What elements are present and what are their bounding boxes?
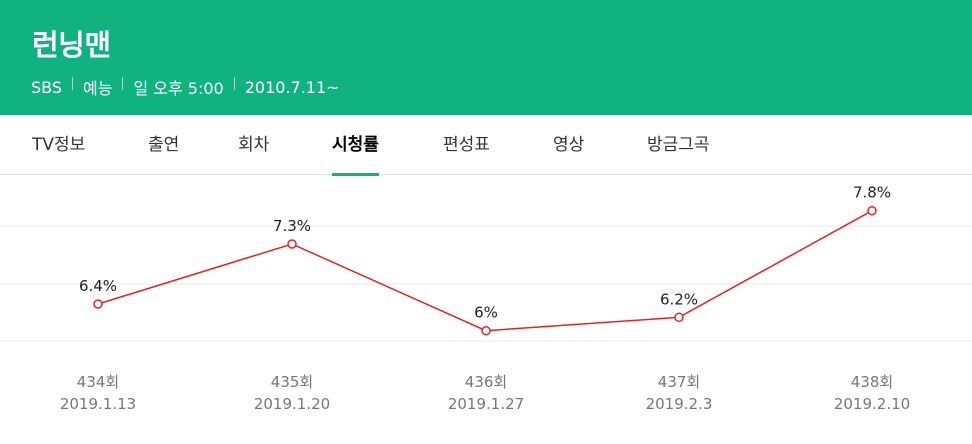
data-label: 7.8% [853, 184, 891, 202]
meta-genre: 예능 [83, 79, 113, 98]
ratings-chart-svg: 6.4% 434회 2019.1.13 7.3% 435회 2019.1.20 6% 436회… [0, 184, 972, 413]
x-tick-label: 437회 [658, 373, 700, 391]
ratings-chart: 6.4% 434회 2019.1.13 7.3% 435회 2019.1.20 6% 436회… [0, 176, 972, 444]
meta-separator [72, 76, 74, 90]
tab-ratings[interactable]: 시청률 [332, 115, 379, 176]
tab-tv-info[interactable]: TV정보 [32, 135, 86, 155]
tab-bar: TV정보 출연 회차 시청률 편성표 영상 방금그곡 [0, 115, 972, 176]
x-date-label: 2019.1.13 [60, 395, 136, 413]
x-tick-label: 434회 [77, 373, 119, 391]
program-header: 런닝맨 SBS 예능 일 오후 5:00 2010.7.11~ [0, 0, 972, 115]
x-tick-label: 435회 [271, 373, 313, 391]
meta-channel: SBS [31, 77, 63, 97]
data-point [674, 312, 684, 323]
data-label: 6% [474, 304, 498, 322]
program-meta: SBS 예능 일 오후 5:00 2010.7.11~ [31, 75, 340, 99]
meta-start-date: 2010.7.11~ [244, 77, 340, 97]
x-date-label: 2019.2.3 [646, 395, 713, 413]
data-point [867, 205, 877, 216]
tab-cast[interactable]: 출연 [148, 135, 180, 155]
program-title: 런닝맨 [32, 28, 111, 62]
data-label: 6.4% [79, 277, 117, 295]
x-tick-label: 438회 [851, 373, 893, 391]
meta-separator [233, 76, 235, 90]
data-label: 6.2% [660, 290, 698, 308]
data-point [93, 299, 103, 309]
x-date-label: 2019.1.27 [448, 395, 524, 413]
x-date-label: 2019.2.10 [834, 395, 910, 413]
meta-separator [122, 76, 124, 90]
data-point [481, 325, 491, 336]
data-point [287, 239, 297, 249]
tab-schedule[interactable]: 편성표 [443, 135, 490, 155]
tab-episodes[interactable]: 회차 [238, 135, 270, 155]
tab-song-search[interactable]: 방금그곡 [647, 135, 710, 155]
meta-airtime: 일 오후 5:00 [133, 79, 224, 98]
data-label: 7.3% [273, 217, 311, 235]
tab-videos[interactable]: 영상 [553, 135, 585, 155]
x-tick-label: 436회 [465, 373, 507, 391]
x-date-label: 2019.1.20 [254, 395, 330, 413]
